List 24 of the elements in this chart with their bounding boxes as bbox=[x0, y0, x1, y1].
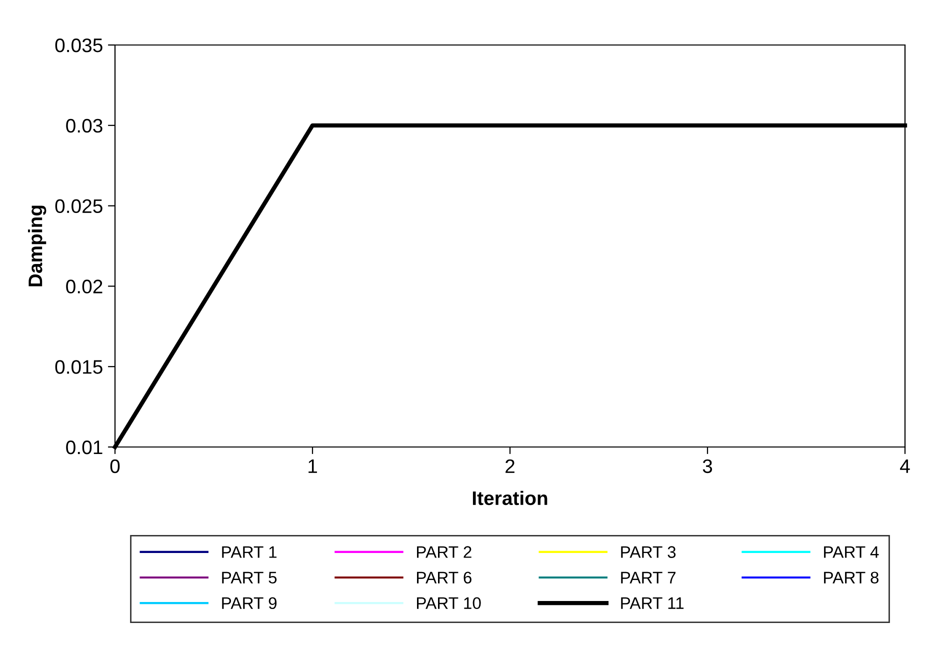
legend-label: PART 9 bbox=[222, 597, 277, 610]
y-tick-label: 0.015 bbox=[55, 360, 102, 374]
y-tick-label: 0.03 bbox=[66, 118, 102, 133]
legend-label: PART 6 bbox=[417, 572, 472, 584]
y-axis-title: Damping bbox=[28, 206, 46, 286]
y-tick-label: 0.025 bbox=[55, 199, 102, 214]
y-tick-label: 0.02 bbox=[66, 280, 102, 294]
x-tick-label: 3 bbox=[702, 459, 712, 474]
legend-label: PART 7 bbox=[621, 572, 676, 584]
y-tick-label: 0.035 bbox=[55, 38, 102, 52]
legend-label: PART 4 bbox=[824, 546, 879, 558]
x-axis-title: Iteration bbox=[472, 490, 548, 506]
legend-label: PART 2 bbox=[417, 546, 472, 558]
x-tick-label: 2 bbox=[506, 459, 514, 473]
legend-label: PART 8 bbox=[824, 572, 878, 584]
legend-label: PART 11 bbox=[621, 597, 684, 609]
x-tick-label: 0 bbox=[110, 459, 120, 474]
legend-label: PART 3 bbox=[621, 546, 676, 558]
x-tick-label: 1 bbox=[308, 460, 317, 473]
legend-label: PART 10 bbox=[417, 597, 481, 610]
x-tick-label: 4 bbox=[900, 460, 910, 473]
legend-label: PART 5 bbox=[222, 572, 277, 584]
legend-label: PART 1 bbox=[222, 546, 276, 558]
y-tick-label: 0.01 bbox=[66, 440, 102, 454]
